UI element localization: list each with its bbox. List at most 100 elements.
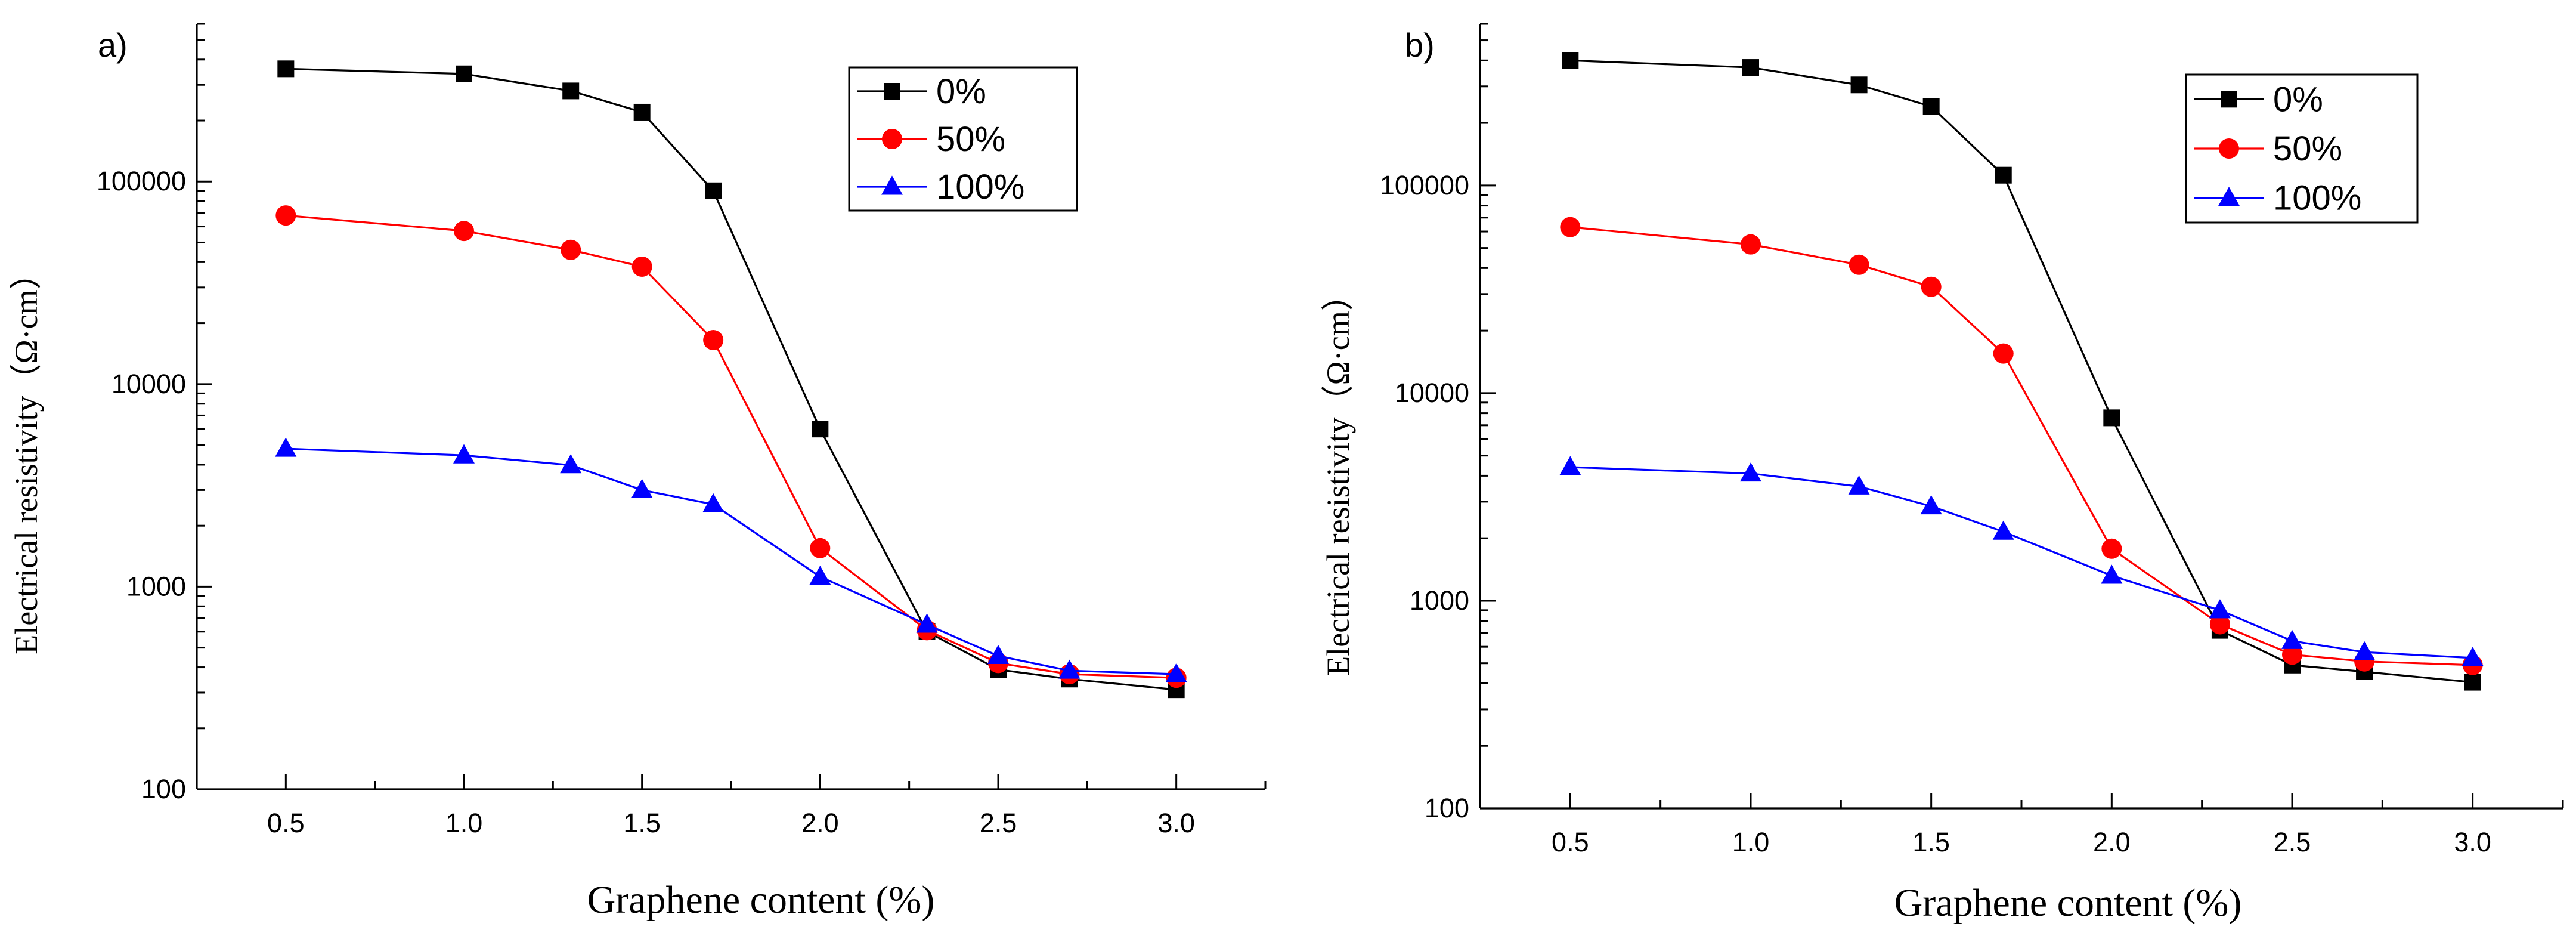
y-tick-label: 10000	[1395, 378, 1469, 408]
x-tick-label: 0.5	[267, 808, 305, 838]
data-point	[1993, 343, 2014, 364]
y-tick-label: 100000	[1380, 170, 1469, 200]
data-point	[454, 221, 474, 242]
x-tick-label: 1.0	[1732, 827, 1770, 857]
data-point	[1992, 520, 2014, 540]
x-tick-label: 1.5	[623, 808, 661, 838]
legend-label: 0%	[2273, 80, 2323, 119]
data-point	[1165, 663, 1187, 682]
data-point	[2209, 599, 2231, 619]
data-point	[809, 566, 831, 585]
y-tick-label: 1000	[126, 571, 186, 601]
data-point	[453, 444, 475, 464]
data-point	[561, 239, 581, 260]
y-tick-label: 100	[1425, 793, 1469, 823]
x-axis-title: Graphene content (%)	[587, 878, 935, 922]
data-point	[277, 60, 295, 78]
series-50-percent	[275, 205, 1187, 688]
y-axis-title: Electrical resistivity（Ω·cm）	[1320, 279, 1356, 675]
legend-marker	[2218, 187, 2240, 206]
data-point	[275, 437, 297, 457]
x-tick-label: 0.5	[1552, 827, 1589, 857]
data-point	[1058, 659, 1080, 679]
data-point	[631, 478, 653, 498]
legend-marker	[882, 129, 902, 149]
y-tick-label: 1000	[1410, 585, 1469, 616]
series-line	[1570, 226, 2473, 666]
data-point	[812, 421, 829, 438]
data-point	[916, 613, 938, 633]
legend-label: 0%	[936, 72, 986, 111]
chart-panel-1: 0.5 1.0 1.5 2.0 2.5 3.0 100 1000 10000 100000 Grap…	[8, 23, 1267, 922]
x-tick-label: 3.0	[1157, 808, 1195, 838]
x-tick-label: 1.5	[1912, 827, 1950, 857]
data-point	[631, 256, 652, 277]
data-point	[705, 182, 722, 199]
legend-marker	[881, 175, 903, 195]
data-point	[1850, 76, 1868, 94]
legend-label: 50%	[2273, 129, 2342, 168]
x-tick-label: 2.0	[2093, 827, 2131, 857]
data-point	[2281, 629, 2303, 649]
data-point	[1741, 234, 1761, 255]
series-line	[286, 67, 1176, 691]
data-point	[560, 454, 582, 474]
legend-marker	[2221, 91, 2237, 108]
y-tick-label: 100	[141, 774, 186, 804]
legend-label: 100%	[2273, 179, 2361, 218]
chart-panel-2: 0.5 1.0 1.5 2.0 2.5 3.0 100 1000 10000 100000 Grap…	[1320, 23, 2564, 925]
x-axis-title: Graphene content (%)	[1894, 881, 2242, 925]
data-point	[1562, 52, 1579, 69]
legend: 0% 50% 100%	[848, 66, 1078, 212]
data-point	[456, 65, 472, 82]
series-line	[286, 447, 1176, 675]
data-point	[1740, 462, 1761, 482]
series-line	[1570, 59, 2473, 684]
data-point	[2354, 641, 2376, 660]
data-point	[1560, 217, 1581, 237]
legend-label: 50%	[936, 120, 1005, 159]
data-point	[2282, 644, 2302, 665]
series-50-percent	[1560, 217, 2483, 675]
series-line	[286, 214, 1176, 679]
y-axis-title: Electrical resistivity（Ω·cm）	[8, 257, 44, 654]
data-point	[1742, 59, 1759, 76]
legend-marker	[884, 83, 900, 100]
data-point	[987, 644, 1009, 665]
data-point	[2101, 564, 2123, 584]
data-point	[1849, 254, 1869, 275]
data-point	[562, 82, 580, 100]
series-line	[1570, 466, 2473, 659]
data-point	[2103, 409, 2120, 427]
series-100-percent	[275, 437, 1187, 682]
x-tick-label: 2.5	[2274, 827, 2311, 857]
legend-marker	[2219, 138, 2239, 159]
panel-label: a)	[98, 26, 128, 64]
data-point	[1920, 495, 1942, 515]
x-tick-label: 3.0	[2454, 827, 2491, 857]
panel-label: b)	[1405, 26, 1435, 64]
x-tick-label: 2.0	[801, 808, 839, 838]
data-point	[702, 493, 724, 512]
y-tick-label: 10000	[112, 369, 186, 399]
data-point	[2464, 674, 2481, 691]
data-point	[703, 329, 724, 350]
data-point	[2101, 538, 2122, 559]
data-point	[1921, 276, 1942, 297]
x-tick-label: 1.0	[445, 808, 483, 838]
data-point	[1995, 166, 2012, 184]
legend: 0% 50% 100%	[2185, 73, 2419, 224]
data-point	[2462, 647, 2484, 666]
data-point	[1848, 475, 1870, 495]
data-point	[275, 205, 296, 226]
legend-label: 100%	[936, 168, 1024, 206]
data-point	[1559, 456, 1581, 475]
data-point	[810, 538, 831, 558]
x-tick-label: 2.5	[980, 808, 1017, 838]
data-point	[1922, 98, 1940, 115]
y-tick-label: 100000	[97, 166, 186, 196]
series-100-percent	[1559, 456, 2484, 666]
data-point	[633, 103, 651, 121]
data-point	[2209, 614, 2230, 635]
